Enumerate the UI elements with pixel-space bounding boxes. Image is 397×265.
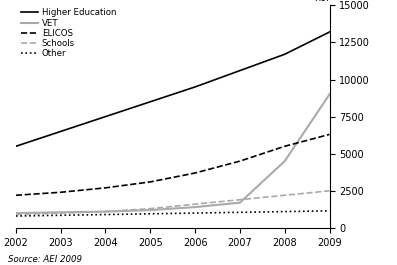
Higher Education (327, 30, 332, 34)
Other (103, 213, 108, 216)
ELICOS (327, 133, 332, 136)
VET (193, 206, 197, 209)
VET (148, 209, 153, 212)
Line: VET: VET (16, 94, 330, 213)
Schools (193, 202, 197, 206)
Text: no.: no. (314, 0, 330, 3)
Schools (237, 198, 242, 201)
Other (282, 210, 287, 213)
VET (237, 201, 242, 204)
Schools (282, 194, 287, 197)
Schools (148, 207, 153, 210)
Other (237, 211, 242, 214)
Line: ELICOS: ELICOS (16, 134, 330, 195)
VET (282, 160, 287, 163)
Line: Higher Education: Higher Education (16, 32, 330, 146)
VET (327, 93, 332, 96)
Text: Source: AEI 2009: Source: AEI 2009 (8, 255, 82, 264)
Higher Education (148, 100, 153, 103)
Schools (13, 213, 18, 216)
Other (13, 214, 18, 218)
Higher Education (103, 115, 108, 118)
Higher Education (282, 53, 287, 56)
Schools (103, 210, 108, 213)
Other (193, 211, 197, 215)
Line: Schools: Schools (16, 191, 330, 215)
VET (103, 210, 108, 213)
VET (13, 211, 18, 215)
ELICOS (193, 171, 197, 175)
Line: Other: Other (16, 211, 330, 216)
Higher Education (193, 85, 197, 89)
ELICOS (13, 194, 18, 197)
Other (327, 209, 332, 213)
VET (58, 211, 63, 214)
ELICOS (58, 191, 63, 194)
ELICOS (237, 160, 242, 163)
Schools (58, 211, 63, 215)
Higher Education (58, 130, 63, 133)
ELICOS (148, 180, 153, 183)
Higher Education (237, 69, 242, 72)
Other (58, 214, 63, 217)
Other (148, 212, 153, 215)
ELICOS (103, 186, 108, 189)
Legend: Higher Education, VET, ELICOS, Schools, Other: Higher Education, VET, ELICOS, Schools, … (20, 7, 117, 59)
Higher Education (13, 145, 18, 148)
ELICOS (282, 145, 287, 148)
Schools (327, 189, 332, 192)
